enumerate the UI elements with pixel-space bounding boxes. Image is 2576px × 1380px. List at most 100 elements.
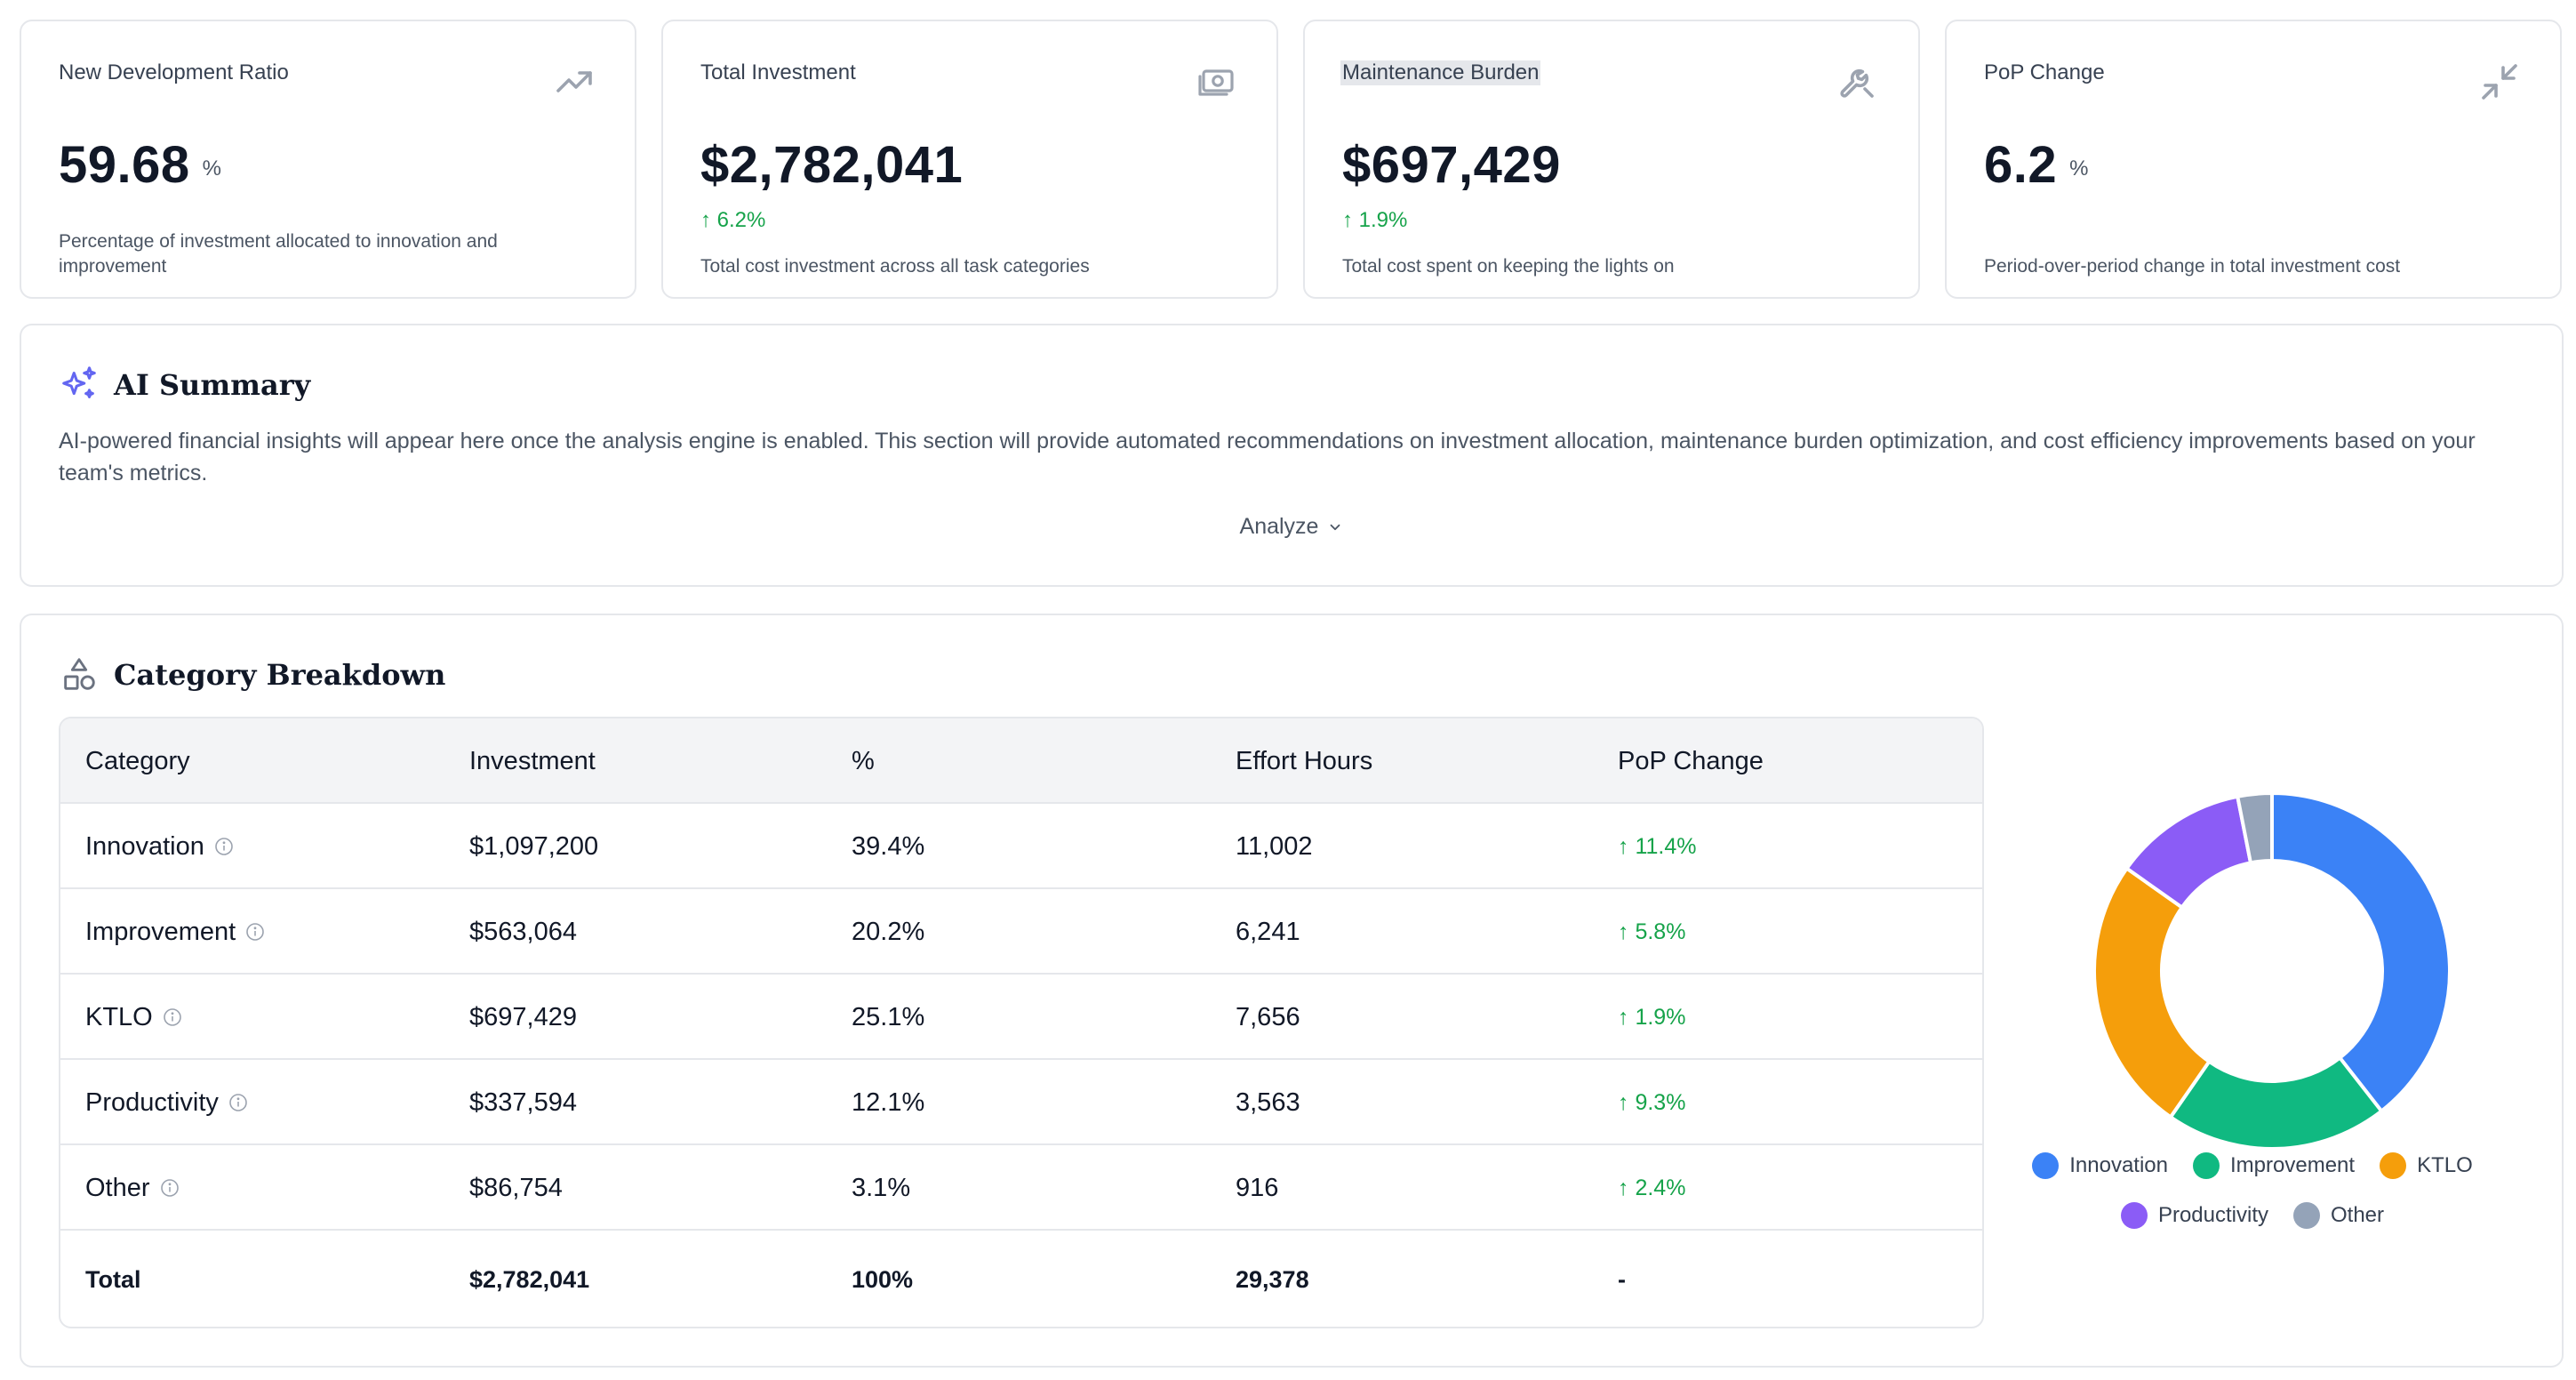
table-row: Productivity $337,594 12.1% 3,563 ↑ 9.3%: [60, 1060, 1982, 1145]
total-investment: $2,782,041: [469, 1265, 590, 1293]
category-cell: Productivity: [85, 1060, 249, 1145]
investment-cell: $1,097,200: [469, 831, 599, 861]
analyze-label: Analyze: [1239, 514, 1319, 539]
column-header-effort-hours[interactable]: Effort Hours: [1236, 746, 1373, 775]
percent-cell: 25.1%: [852, 1002, 925, 1031]
info-icon[interactable]: [228, 1092, 249, 1113]
pop-change-cell: ↑ 5.8%: [1618, 919, 1686, 944]
section-title: Category Breakdown: [114, 658, 446, 692]
kpi-title: PoP Change: [1984, 60, 2105, 84]
investment-cell: $86,754: [469, 1173, 563, 1202]
info-icon[interactable]: [213, 836, 235, 857]
table-row: Other $86,754 3.1% 916 ↑ 2.4%: [60, 1145, 1982, 1231]
donut-slice-innovation[interactable]: [2270, 790, 2452, 1114]
legend-swatch: [2120, 1202, 2148, 1229]
analyze-button[interactable]: Analyze: [21, 514, 2562, 540]
total-effort-hours: 29,378: [1236, 1265, 1309, 1293]
investment-cell: $697,429: [469, 1002, 577, 1031]
legend-item-ktlo[interactable]: KTLO: [2380, 1151, 2473, 1181]
legend-label: Improvement: [2230, 1153, 2356, 1177]
table-total-row: Total $2,782,041 100% 29,378 -: [60, 1231, 1982, 1327]
kpi-value: 59.68%: [59, 136, 222, 194]
investment-cell: $337,594: [469, 1087, 577, 1117]
category-table: Category Investment % Effort Hours PoP C…: [59, 717, 1984, 1328]
kpi-unit: %: [202, 156, 222, 181]
kpi-delta: ↑ 1.9%: [1342, 208, 1408, 232]
kpi-title: Total Investment: [700, 60, 856, 84]
kpi-value: 6.2%: [1984, 136, 2089, 194]
legend-swatch: [2193, 1152, 2220, 1179]
kpi-card-new-dev-ratio: New Development Ratio 59.68% Percentage …: [20, 20, 636, 299]
donut-slice-improvement[interactable]: [2168, 1055, 2384, 1151]
percent-cell: 20.2%: [852, 917, 925, 946]
kpi-unit: %: [2069, 156, 2089, 181]
column-header-percent[interactable]: %: [852, 746, 875, 775]
column-header-category[interactable]: Category: [85, 746, 190, 775]
column-header-investment[interactable]: Investment: [469, 746, 596, 775]
arrows-in-icon: [2482, 64, 2517, 100]
category-donut-chart: [2092, 790, 2452, 1151]
effort-hours-cell: 7,656: [1236, 1002, 1300, 1031]
category-cell: KTLO: [85, 975, 183, 1060]
table-row: KTLO $697,429 25.1% 7,656 ↑ 1.9%: [60, 975, 1982, 1060]
category-cell: Improvement: [85, 889, 266, 975]
legend-label: Other: [2331, 1203, 2385, 1227]
kpi-value: $2,782,041: [700, 136, 964, 194]
pop-change-cell: ↑ 2.4%: [1618, 1175, 1686, 1200]
legend-item-innovation[interactable]: Innovation: [2032, 1151, 2168, 1181]
percent-cell: 39.4%: [852, 831, 925, 861]
legend-label: Productivity: [2157, 1203, 2268, 1227]
kpi-title: New Development Ratio: [59, 60, 289, 84]
kpi-delta: ↑ 6.2%: [700, 208, 766, 232]
effort-hours-cell: 3,563: [1236, 1087, 1300, 1117]
info-icon[interactable]: [244, 921, 266, 943]
kpi-value: $697,429: [1342, 136, 1561, 194]
donut-slice-ktlo[interactable]: [2092, 865, 2212, 1120]
category-breakdown-header: Category Breakdown: [59, 654, 445, 695]
pop-change-cell: ↑ 9.3%: [1618, 1089, 1686, 1115]
shapes-icon: [64, 658, 95, 690]
column-header-pop-change[interactable]: PoP Change: [1618, 746, 1764, 775]
legend-swatch: [2293, 1202, 2320, 1229]
legend-item-productivity[interactable]: Productivity: [2120, 1200, 2268, 1231]
legend-item-other[interactable]: Other: [2293, 1200, 2384, 1231]
table-header-row: Category Investment % Effort Hours PoP C…: [60, 718, 1982, 804]
category-breakdown-card: Category Breakdown Category Investment %…: [20, 614, 2564, 1368]
legend-item-improvement[interactable]: Improvement: [2193, 1151, 2355, 1181]
trending-up-icon: [556, 71, 592, 92]
effort-hours-cell: 6,241: [1236, 917, 1300, 946]
kpi-card-total-investment: Total Investment $2,782,041 ↑ 6.2% Total…: [661, 20, 1278, 299]
pop-change-cell: ↑ 1.9%: [1618, 1004, 1686, 1030]
kpi-description: Total cost investment across all task ca…: [700, 256, 1090, 277]
table-row: Innovation $1,097,200 39.4% 11,002 ↑ 11.…: [60, 804, 1982, 889]
kpi-card-pop-change: PoP Change 6.2% Period-over-period chang…: [1945, 20, 2562, 299]
kpi-description: Period-over-period change in total inves…: [1984, 256, 2401, 277]
chart-legend: Innovation Improvement KTLO Productivity Oth…: [1968, 1151, 2537, 1231]
ai-summary-header: AI Summary: [59, 365, 310, 405]
total-label: Total: [85, 1265, 141, 1293]
total-percent: 100%: [852, 1265, 914, 1293]
money-icon: [1198, 69, 1234, 96]
donut-slice-other[interactable]: [2235, 790, 2274, 865]
investment-cell: $563,064: [469, 917, 577, 946]
ai-summary-card: AI Summary AI-powered financial insights…: [20, 324, 2564, 587]
category-cell: Innovation: [85, 804, 235, 889]
percent-cell: 3.1%: [852, 1173, 911, 1202]
legend-swatch: [2032, 1152, 2060, 1179]
legend-label: Innovation: [2069, 1153, 2168, 1177]
ai-summary-text: AI-powered financial insights will appea…: [59, 429, 2476, 485]
info-icon[interactable]: [162, 1007, 183, 1028]
effort-hours-cell: 916: [1236, 1173, 1279, 1202]
chevron-down-icon: [1331, 524, 1340, 530]
info-icon[interactable]: [159, 1177, 180, 1199]
pop-change-cell: ↑ 11.4%: [1618, 833, 1697, 859]
sparkles-icon: [62, 366, 96, 398]
kpi-description: Total cost spent on keeping the lights o…: [1342, 256, 1675, 277]
kpi-title: Maintenance Burden: [1340, 60, 1541, 85]
kpi-card-maintenance-burden: Maintenance Burden $697,429 ↑ 1.9% Total…: [1303, 20, 1920, 299]
legend-label: KTLO: [2417, 1153, 2473, 1177]
category-cell: Other: [85, 1145, 180, 1231]
legend-swatch: [2380, 1152, 2407, 1179]
total-pop-change: -: [1618, 1265, 1626, 1293]
effort-hours-cell: 11,002: [1236, 831, 1313, 861]
